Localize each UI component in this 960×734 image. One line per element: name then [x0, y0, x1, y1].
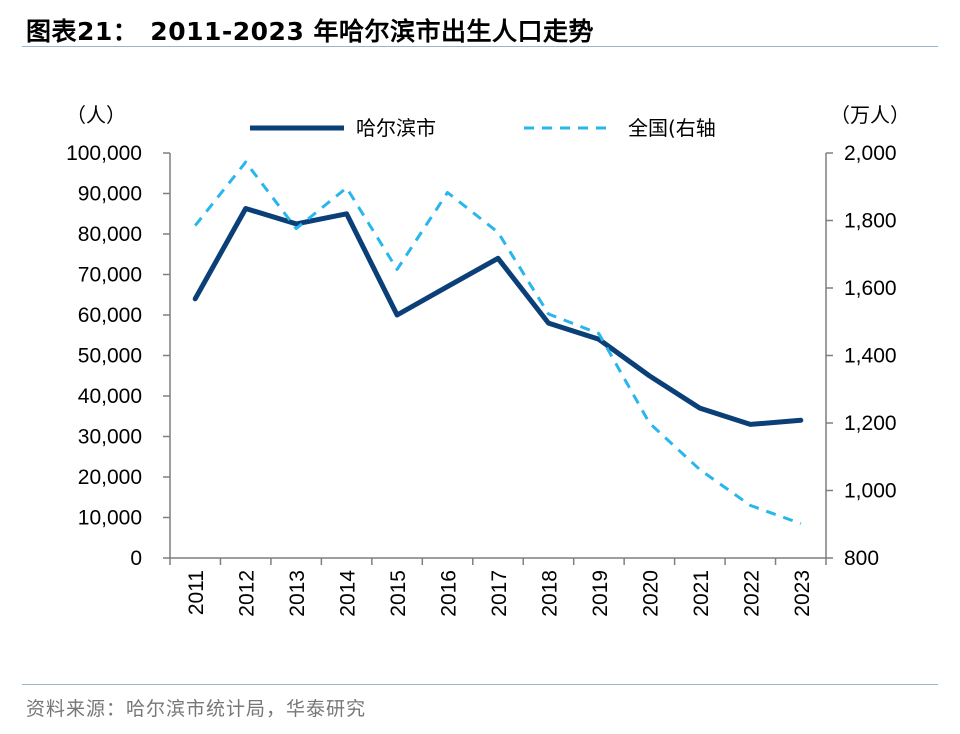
- x-tick-label: 2020: [639, 570, 662, 617]
- x-tick-label: 2022: [740, 570, 763, 617]
- x-tick-label: 2014: [337, 570, 360, 617]
- chart-axes: 0 10,000 20,000 30,000 40,000 50,000 60,000 70,…: [66, 103, 910, 617]
- right-tick-label: 1,400: [844, 345, 897, 368]
- left-tick-label: 0: [130, 547, 142, 570]
- x-tick-label: 2013: [286, 570, 309, 617]
- right-tick-label: 2,000: [844, 142, 897, 165]
- line-chart: 0 10,000 20,000 30,000 40,000 50,000 60,000 70,…: [66, 103, 910, 617]
- left-tick-label: 40,000: [78, 385, 142, 408]
- x-tick-label: 2021: [690, 570, 713, 617]
- chart-legend: 哈尔滨市 全国(右轴: [250, 116, 716, 140]
- left-tick-label: 10,000: [78, 507, 142, 530]
- legend-label-harbin: 哈尔滨市: [356, 116, 436, 140]
- left-tick-label: 20,000: [78, 466, 142, 489]
- x-tick-label: 2015: [387, 570, 410, 617]
- x-tick-label: 2019: [589, 570, 612, 617]
- title-text: 2011-2023 年哈尔滨市出生人口走势: [150, 17, 595, 46]
- x-tick-label: 2017: [488, 570, 511, 617]
- x-tick-label: 2016: [438, 570, 461, 617]
- title-divider: [22, 46, 938, 47]
- left-tick-label: 70,000: [78, 264, 142, 287]
- left-tick-label: 80,000: [78, 223, 142, 246]
- right-tick-label: 1,600: [844, 277, 897, 300]
- x-tick-label: 2011: [185, 570, 208, 615]
- left-tick-label: 30,000: [78, 426, 142, 449]
- chart-plot: [192, 160, 804, 526]
- legend-label-national: 全国(右轴: [628, 116, 716, 140]
- source-note: 资料来源：哈尔滨市统计局，华泰研究: [26, 698, 367, 720]
- left-unit-label: （人）: [66, 103, 126, 127]
- left-tick-label: 90,000: [78, 183, 142, 206]
- series-line-harbin: [192, 206, 804, 427]
- left-tick-label: 60,000: [78, 304, 142, 327]
- x-tick-label: 2012: [236, 570, 259, 617]
- x-tick-label: 2023: [791, 570, 814, 617]
- source-divider: [22, 684, 938, 685]
- chart-title: 图表21： 2011-2023 年哈尔滨市出生人口走势: [26, 12, 606, 48]
- series-line-national: [194, 160, 802, 526]
- right-tick-label: 1,200: [844, 412, 897, 435]
- left-tick-label: 50,000: [78, 345, 142, 368]
- left-tick-label: 100,000: [66, 142, 142, 165]
- right-unit-label: （万人）: [830, 103, 910, 127]
- x-tick-label: 2018: [538, 570, 561, 617]
- figure-label: 图表21：: [26, 17, 139, 46]
- right-tick-label: 800: [844, 547, 879, 570]
- right-tick-label: 1,800: [844, 210, 897, 233]
- right-tick-label: 1,000: [844, 480, 897, 503]
